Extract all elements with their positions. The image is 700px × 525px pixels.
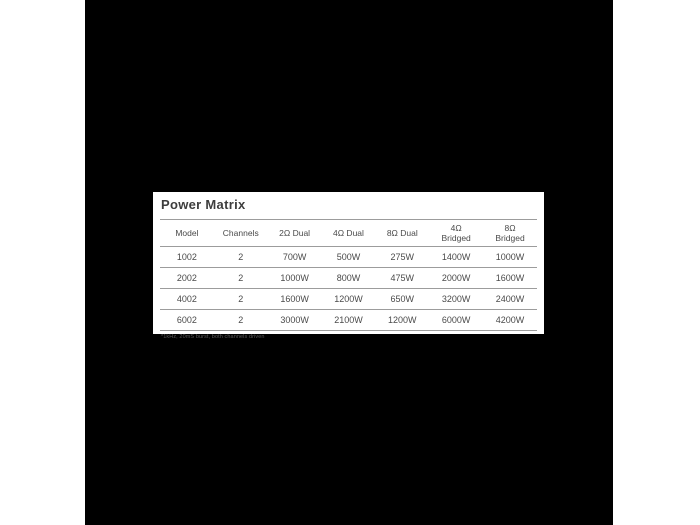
column-header-2ohm-dual: 2Ω Dual: [279, 228, 311, 239]
cell-4ohm-bridged: 6000W: [441, 315, 471, 326]
cell-channels: 2: [238, 294, 244, 305]
column-header-4ohm-bridged: 4Ω Bridged: [441, 223, 471, 244]
column-header-channels: Channels: [222, 228, 259, 239]
cell-channels: 2: [238, 315, 244, 326]
cell-4ohm: 1200W: [334, 294, 363, 305]
cell-channels: 2: [238, 273, 244, 284]
cell-4ohm-bridged: 3200W: [441, 294, 471, 305]
cell-8ohm: 1200W: [388, 315, 417, 326]
cell-model: 6002: [176, 315, 197, 326]
column-header-8ohm-bridged: 8Ω Bridged: [495, 223, 525, 244]
table-footnote: *1kHz, 20mS burst, both channels driven: [161, 334, 265, 341]
column-header-model: Model: [175, 228, 199, 239]
cell-8ohm-bridged: 1000W: [495, 252, 525, 263]
cell-model: 2002: [176, 273, 197, 284]
cell-4ohm: 500W: [336, 252, 361, 263]
power-matrix-title: Power Matrix: [161, 197, 246, 212]
column-header-8ohm-dual: 8Ω Dual: [386, 228, 418, 239]
cell-4ohm: 2100W: [334, 315, 363, 326]
cell-8ohm-bridged: 4200W: [495, 315, 525, 326]
cell-model: 1002: [176, 252, 197, 263]
cell-8ohm: 650W: [390, 294, 415, 305]
power-matrix-table: Model Channels 2Ω Dual 4Ω Dual 8Ω Dual 4…: [160, 219, 537, 331]
cell-4ohm: 800W: [336, 273, 361, 284]
cell-8ohm-bridged: 2400W: [495, 294, 525, 305]
header-row: Model Channels 2Ω Dual 4Ω Dual 8Ω Dual 4…: [160, 219, 537, 247]
table-row-6002: 6002 2 3000W 2100W 1200W 6000W 4200W: [160, 310, 537, 331]
table-row-2002: 2002 2 1000W 800W 475W 2000W 1600W: [160, 268, 537, 289]
cell-2ohm: 1000W: [280, 273, 309, 284]
cell-8ohm: 275W: [390, 252, 415, 263]
table-header: Model Channels 2Ω Dual 4Ω Dual 8Ω Dual 4…: [160, 219, 537, 247]
cell-2ohm: 700W: [282, 252, 307, 263]
cell-4ohm-bridged: 1400W: [441, 252, 471, 263]
document-page-background: Power Matrix Model Channels 2Ω Dual 4Ω D…: [85, 0, 613, 525]
cell-8ohm-bridged: 1600W: [495, 273, 525, 284]
cell-2ohm: 3000W: [280, 315, 309, 326]
cell-channels: 2: [238, 252, 244, 263]
cell-8ohm: 475W: [390, 273, 415, 284]
table-row-1002: 1002 2 700W 500W 275W 1400W 1000W: [160, 247, 537, 268]
power-matrix-panel: Power Matrix Model Channels 2Ω Dual 4Ω D…: [153, 192, 544, 340]
cell-2ohm: 1600W: [280, 294, 309, 305]
cell-model: 4002: [176, 294, 197, 305]
table-row-4002: 4002 2 1600W 1200W 650W 3200W 2400W: [160, 289, 537, 310]
cell-4ohm-bridged: 2000W: [441, 273, 471, 284]
table-body: 1002 2 700W 500W 275W 1400W 1000W 2002 2…: [160, 247, 537, 331]
column-header-4ohm-dual: 4Ω Dual: [332, 228, 364, 239]
